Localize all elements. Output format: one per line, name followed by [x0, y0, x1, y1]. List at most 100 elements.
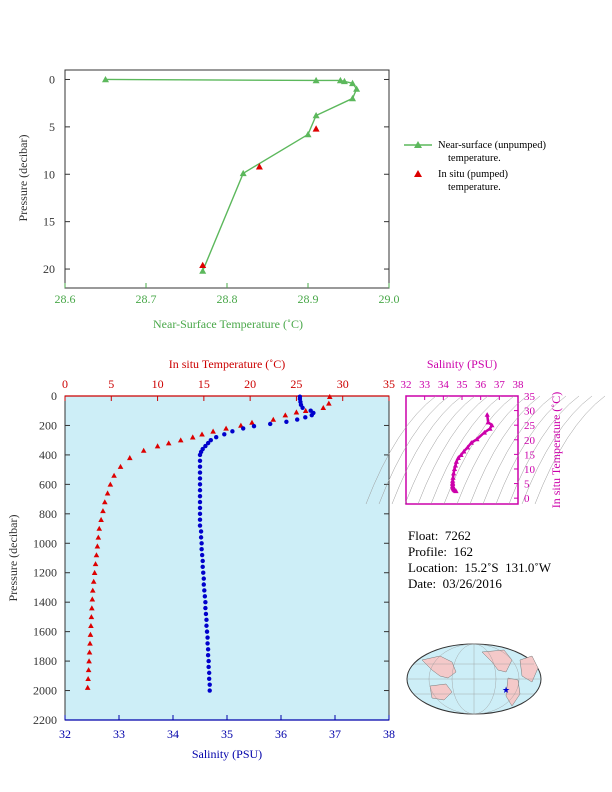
c2-salinity-point: [200, 558, 205, 564]
c2-salinity-point: [197, 470, 203, 475]
c3-ts-point: [465, 444, 471, 450]
c1-plot-frame: [64, 69, 390, 289]
c3-ts-point: [485, 419, 491, 425]
c1-insitu-point: [199, 261, 207, 269]
c2-salinity-point: [206, 670, 212, 676]
c1-marks: [102, 75, 361, 274]
c3-ts-point: [451, 466, 458, 472]
c1-y-tick-label: 20: [43, 262, 55, 276]
c2-top-tick-label: 0: [62, 377, 68, 391]
c2-temperature-point: [86, 649, 93, 655]
c2-y-tick-label: 1800: [33, 654, 57, 668]
c2-salinity-point: [198, 535, 204, 540]
c2-salinity-point: [222, 432, 227, 437]
c2-temperature-point: [89, 605, 95, 611]
c2-temperature-point: [270, 416, 277, 422]
c3-x-tick-label: 34: [438, 379, 450, 391]
c2-bottom-tick-label: 32: [59, 727, 71, 741]
c2-y-axis-title: Pressure (decibar): [6, 515, 20, 602]
c2-salinity-point: [197, 517, 203, 522]
c2-temperature-point: [87, 631, 94, 637]
c2-salinity-point: [284, 419, 289, 424]
c2-temperature-point: [86, 658, 92, 664]
c2-salinity-point: [206, 664, 211, 670]
c3-isopycnal-line: [391, 395, 463, 505]
c3-plot-frame: [405, 395, 519, 505]
c2-temperature-point: [165, 440, 172, 446]
c3-isopycnal-line: [534, 395, 606, 505]
c2-y-tick-label: 200: [39, 418, 57, 432]
c2-temperature-point: [320, 404, 327, 411]
c2-salinity-point: [230, 429, 235, 434]
c2-salinity-point: [207, 688, 212, 693]
c2-salinity-point: [199, 541, 204, 546]
c3-isopycnal-line: [430, 395, 502, 505]
c1-x-tick-label: 28.8: [217, 292, 238, 306]
c2-salinity-point: [201, 570, 206, 575]
c2-top-tick-label: 15: [198, 377, 210, 391]
c3-y-axis-title: In situ Temperature (˚C): [549, 392, 563, 509]
c2-salinity-point: [198, 529, 204, 534]
c2-temperature-point: [189, 434, 196, 440]
c2-top-tick-label: 35: [383, 377, 395, 391]
c2-bottom-axis-title: Salinity (PSU): [192, 747, 262, 761]
c3-y-tick-label: 30: [524, 406, 536, 418]
c2-temperature-point: [88, 622, 94, 628]
c1-x-tick-label: 28.7: [136, 292, 157, 306]
c2-y-tick-label: 2200: [33, 713, 57, 727]
c2-top-tick-label: 20: [244, 377, 256, 391]
float-location-star-icon: ★: [502, 685, 510, 695]
c2-temperature-point: [98, 516, 104, 522]
c2-temperature-point: [87, 640, 93, 646]
c2-salinity-point: [208, 437, 213, 443]
c2-y-tick-label: 1400: [33, 595, 57, 609]
world-map: ★: [406, 643, 542, 715]
c1-nearsurface-point: [199, 267, 207, 274]
c2-temperature-point: [100, 508, 106, 514]
c2-salinity-point: [206, 676, 212, 681]
c2-top-tick-label: 25: [290, 377, 302, 391]
c2-y-ticks: 0 200 400 600 800 1000 1200 1400 1600 1800 2000 220…: [33, 389, 389, 727]
c3-ts-point: [453, 488, 459, 494]
c2-salinity-point: [197, 464, 203, 469]
c2-salinity-point: [197, 505, 203, 511]
c2-salinity-point: [268, 421, 273, 427]
c3-y-tick-label: 15: [524, 449, 536, 461]
c2-salinity-point: [203, 443, 208, 449]
c3-ts-point: [489, 422, 495, 428]
c2-salinity-point: [309, 412, 314, 418]
c2-bottom-tick-label: 38: [383, 727, 395, 741]
c2-temperature-point: [293, 409, 300, 415]
c2-y-tick-label: 600: [39, 477, 57, 491]
c2-salinity-point: [201, 576, 206, 581]
c2-salinity-point: [197, 499, 203, 505]
c2-temperature-point: [107, 481, 114, 487]
c1-legend-marker-red: [414, 170, 422, 177]
c1-y-tick-label: 5: [49, 120, 55, 134]
c2-y-tick-label: 400: [39, 448, 57, 462]
c3-ts-point: [468, 440, 474, 445]
c2-temperature-point: [249, 419, 255, 425]
c1-legend-label-2b: temperature.: [448, 182, 501, 193]
c3-x-tick-label: 35: [457, 379, 469, 391]
c3-x-ticks: 32 33 34 35 36 37 38: [401, 379, 524, 400]
c3-ts-point: [487, 426, 493, 431]
map-land-south-america: [505, 677, 521, 707]
float-id: Float: 7262: [408, 528, 471, 543]
c2-temperature-point: [127, 455, 133, 461]
c2-temperature-point: [111, 472, 117, 478]
c2-top-tick-label: 10: [152, 377, 164, 391]
c1-nearsurface-point: [349, 94, 357, 102]
c2-temperature-point: [140, 447, 147, 453]
c2-salinity-point: [202, 594, 208, 599]
map-land-north-america: [481, 649, 513, 673]
c1-insitu-point: [312, 125, 320, 132]
c2-bottom-tick-label: 34: [167, 727, 179, 741]
c1-legend-label-2a: In situ (pumped): [438, 169, 508, 180]
c2-salinity-point: [197, 482, 203, 487]
c3-x-tick-label: 36: [475, 379, 487, 391]
c2-top-tick-label: 5: [108, 377, 114, 391]
c3-isopycnal-line: [508, 395, 580, 505]
c2-temperature-point: [282, 412, 289, 418]
c2-salinity-point: [207, 682, 212, 687]
